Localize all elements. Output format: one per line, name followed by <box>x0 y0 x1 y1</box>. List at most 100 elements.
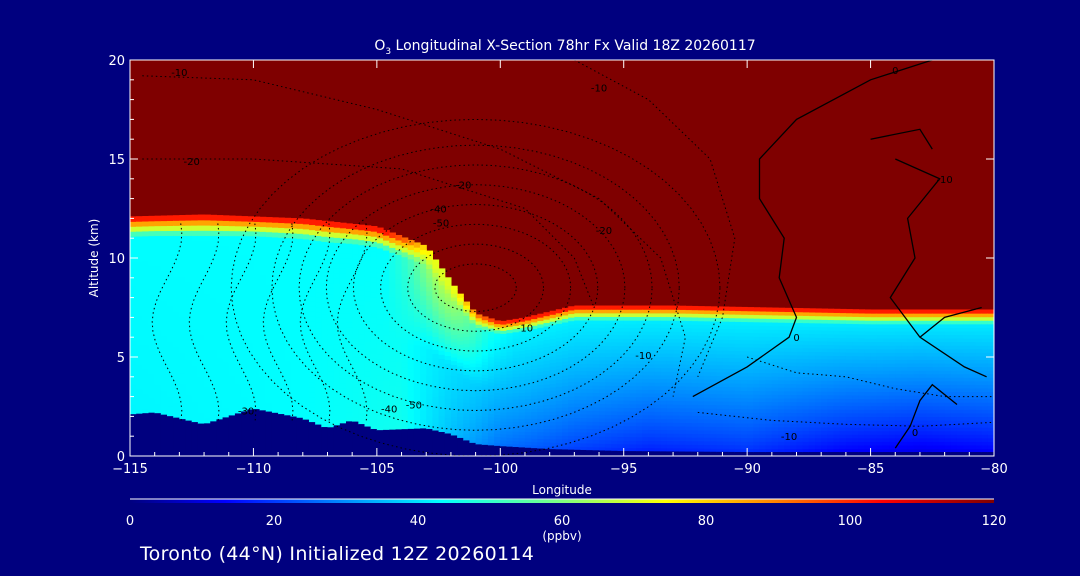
field-cell <box>259 332 267 339</box>
field-cell <box>265 348 273 354</box>
field-cell <box>784 430 791 435</box>
field-cell <box>543 411 551 416</box>
field-cell <box>765 408 773 413</box>
field-cell <box>543 435 551 440</box>
field-cell <box>376 283 384 289</box>
field-cell <box>315 337 322 344</box>
field-cell <box>265 392 273 398</box>
field-cell <box>179 245 187 252</box>
field-cell <box>864 412 872 417</box>
field-cell <box>747 379 754 384</box>
field-cell <box>599 435 606 441</box>
field-cell <box>839 398 847 403</box>
field-cell <box>716 411 724 417</box>
field-cell <box>629 396 637 401</box>
field-cell <box>802 372 810 378</box>
field-cell <box>852 448 859 453</box>
field-cell <box>407 273 415 279</box>
field-cell <box>278 256 285 263</box>
field-cell <box>716 393 724 398</box>
field-cell <box>790 329 798 334</box>
field-cell <box>500 336 508 341</box>
terrain-cell <box>265 411 273 456</box>
field-cell <box>808 319 816 324</box>
field-cell <box>432 379 440 385</box>
field-cell <box>481 358 489 362</box>
field-cell <box>543 377 551 382</box>
field-cell <box>216 388 224 395</box>
field-cell <box>605 443 612 448</box>
field-cell <box>395 244 403 251</box>
field-cell <box>179 368 187 374</box>
field-cell <box>778 383 785 388</box>
field-cell <box>543 319 551 324</box>
field-cell <box>599 388 606 394</box>
field-cell <box>592 334 600 339</box>
field-cell <box>710 408 717 413</box>
field-cell <box>278 350 285 356</box>
field-cell <box>617 443 625 448</box>
field-cell <box>487 391 495 396</box>
field-cell <box>790 351 798 356</box>
field-cell <box>216 398 224 405</box>
field-cell <box>524 352 532 357</box>
field-cell <box>278 369 285 376</box>
field-cell <box>666 345 674 350</box>
field-cell <box>130 260 137 267</box>
field-cell <box>173 240 180 247</box>
field-cell <box>845 412 853 417</box>
terrain-cell <box>599 450 606 456</box>
field-cell <box>358 419 366 425</box>
field-cell <box>358 384 366 390</box>
field-cell <box>191 328 199 335</box>
field-cell <box>722 368 730 373</box>
field-cell <box>475 324 483 329</box>
field-cell <box>531 331 538 336</box>
field-cell <box>265 358 273 364</box>
field-cell <box>308 229 316 236</box>
field-cell <box>722 386 730 391</box>
field-cell <box>407 315 415 321</box>
field-cell <box>241 264 248 271</box>
field-cell <box>728 386 736 391</box>
field-cell <box>549 379 557 384</box>
field-cell <box>740 372 748 377</box>
field-cell <box>531 345 538 350</box>
field-cell <box>543 383 551 388</box>
field-cell <box>389 252 396 258</box>
field-cell <box>864 384 872 389</box>
field-cell <box>796 322 804 327</box>
field-cell <box>265 396 273 403</box>
field-cell <box>512 328 520 333</box>
field-cell <box>475 379 483 384</box>
field-cell <box>339 393 347 399</box>
field-cell <box>568 399 575 404</box>
field-cell <box>636 389 643 394</box>
field-cell <box>537 370 545 375</box>
field-cell <box>549 359 557 364</box>
field-cell <box>778 369 785 374</box>
field-cell <box>432 413 440 419</box>
field-cell <box>259 299 267 305</box>
field-cell <box>839 434 847 439</box>
field-cell <box>136 334 143 341</box>
field-cell <box>136 369 143 375</box>
field-cell <box>228 250 236 257</box>
field-cell <box>562 421 569 426</box>
field-cell <box>592 410 600 415</box>
field-cell <box>685 393 693 398</box>
field-cell <box>765 354 773 359</box>
field-cell <box>679 331 687 336</box>
field-cell <box>574 406 582 411</box>
field-cell <box>228 390 236 397</box>
field-cell <box>315 281 322 288</box>
field-cell <box>740 361 748 366</box>
field-cell <box>599 432 606 437</box>
field-cell <box>358 334 366 340</box>
field-cell <box>197 386 205 393</box>
field-cell <box>339 252 347 259</box>
field-cell <box>697 397 705 402</box>
field-cell <box>703 324 711 329</box>
field-cell <box>790 347 798 352</box>
field-cell <box>315 322 322 329</box>
